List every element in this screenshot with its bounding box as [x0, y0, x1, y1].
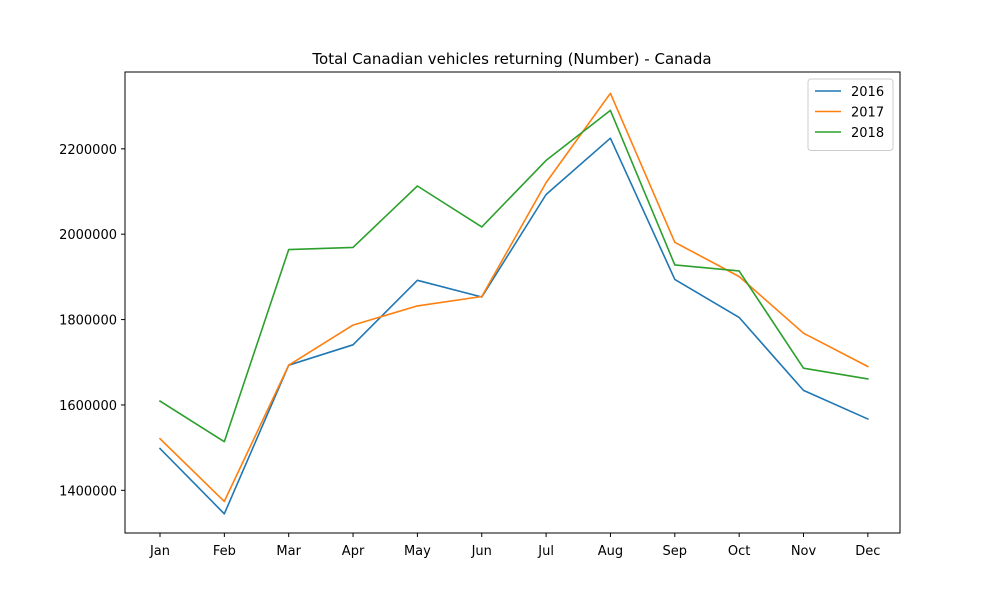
x-tick-label: Mar	[276, 544, 301, 559]
y-tick-label: 1800000	[59, 314, 117, 329]
legend-label: 2018	[851, 126, 884, 141]
x-tick-label: May	[404, 544, 431, 559]
y-tick-label: 1600000	[59, 399, 117, 414]
legend-label: 2017	[851, 106, 884, 121]
legend: 2016 2017 2018	[807, 78, 894, 151]
x-tick-label: Nov	[791, 544, 817, 559]
x-tick-label: Jul	[537, 544, 554, 559]
series-lines	[158, 92, 869, 515]
x-tick-label: Oct	[728, 544, 750, 559]
plot-area-frame	[124, 71, 901, 534]
y-tick-label: 2000000	[59, 228, 117, 243]
x-tick-label: Jun	[471, 544, 492, 559]
y-tick-label: 1400000	[59, 484, 117, 499]
series-line-2018	[158, 109, 869, 443]
x-tick-label: Feb	[213, 544, 236, 559]
x-tick-label: Aug	[598, 544, 623, 559]
x-tick-label: Sep	[663, 544, 688, 559]
series-line-2016	[158, 137, 869, 515]
x-tick-label: Apr	[342, 544, 365, 559]
legend-label: 2016	[851, 85, 884, 100]
axes: Jan Feb Mar Apr May Jun Jul Aug Sep Oct Nov Dec 1400…	[59, 143, 880, 559]
x-tick-label: Dec	[855, 544, 880, 559]
x-tick-label: Jan	[149, 544, 170, 559]
chart-title: Total Canadian vehicles returning (Numbe…	[311, 50, 711, 68]
y-tick-label: 2200000	[59, 143, 117, 158]
series-line-2017	[158, 92, 869, 503]
